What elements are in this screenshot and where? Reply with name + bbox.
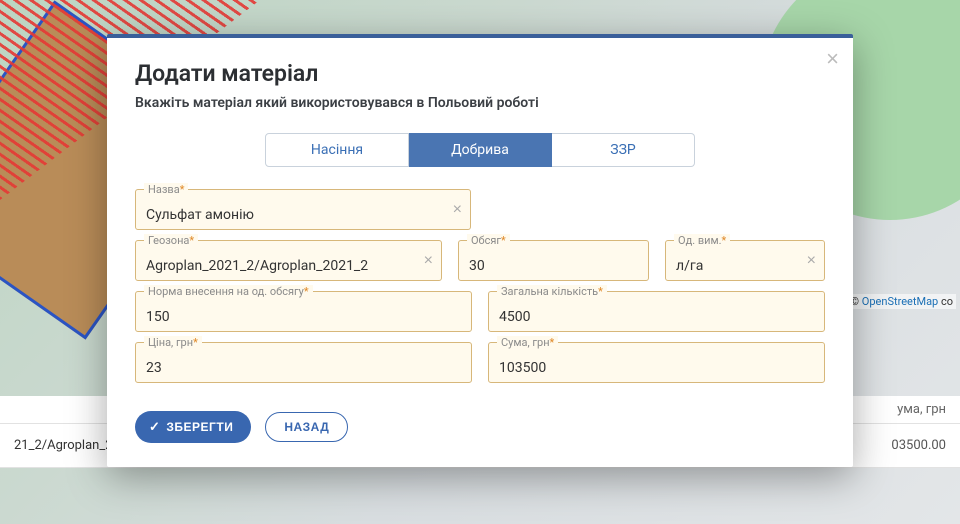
sum-field[interactable]: Сума, грн* [488, 342, 825, 383]
tab-fertilizers[interactable]: Добрива [409, 133, 552, 167]
name-field[interactable]: Назва* × [135, 189, 471, 230]
tab-seeds[interactable]: Насіння [265, 133, 409, 167]
name-label: Назва* [144, 183, 188, 196]
close-icon[interactable]: × [826, 48, 839, 70]
modal-title: Додати матеріал [135, 60, 825, 87]
name-input[interactable] [146, 207, 440, 223]
save-label: ЗБЕРЕГТИ [166, 420, 233, 434]
add-material-modal: × Додати матеріал Вкажіть матеріал який … [107, 34, 853, 467]
unit-input[interactable] [676, 258, 794, 274]
sum-input[interactable] [499, 360, 794, 376]
clear-icon[interactable]: × [424, 253, 433, 269]
volume-field[interactable]: Обсяг* [458, 240, 649, 281]
volume-label: Обсяг* [467, 234, 510, 247]
modal-subtitle: Вкажіть матеріал який використовувався в… [135, 95, 825, 111]
price-label: Ціна, грн* [144, 336, 202, 349]
clear-icon[interactable]: × [453, 202, 462, 218]
rate-field[interactable]: Норма внесення на од. обсягу* [135, 291, 472, 332]
check-icon: ✓ [149, 419, 160, 435]
modal-overlay: × Додати матеріал Вкажіть матеріал який … [0, 0, 960, 524]
tab-szr[interactable]: ЗЗР [552, 133, 695, 167]
geo-input[interactable] [146, 258, 411, 274]
volume-input[interactable] [469, 258, 618, 274]
total-field[interactable]: Загальна кількість* [488, 291, 825, 332]
geo-label: Геозона* [144, 234, 198, 247]
geo-field[interactable]: Геозона* × [135, 240, 442, 281]
material-type-tabs: Насіння Добрива ЗЗР [265, 133, 695, 167]
modal-actions: ✓ ЗБЕРЕГТИ НАЗАД [135, 411, 825, 443]
unit-label: Од. вим.* [674, 234, 730, 247]
price-input[interactable] [146, 360, 441, 376]
rate-input[interactable] [146, 309, 441, 325]
back-button[interactable]: НАЗАД [265, 412, 348, 442]
price-field[interactable]: Ціна, грн* [135, 342, 472, 383]
total-label: Загальна кількість* [497, 285, 607, 298]
total-input[interactable] [499, 309, 794, 325]
rate-label: Норма внесення на од. обсягу* [144, 285, 313, 298]
unit-field[interactable]: Од. вим.* × [665, 240, 825, 281]
clear-icon[interactable]: × [807, 253, 816, 269]
sum-label: Сума, грн* [497, 336, 558, 349]
save-button[interactable]: ✓ ЗБЕРЕГТИ [135, 411, 251, 443]
